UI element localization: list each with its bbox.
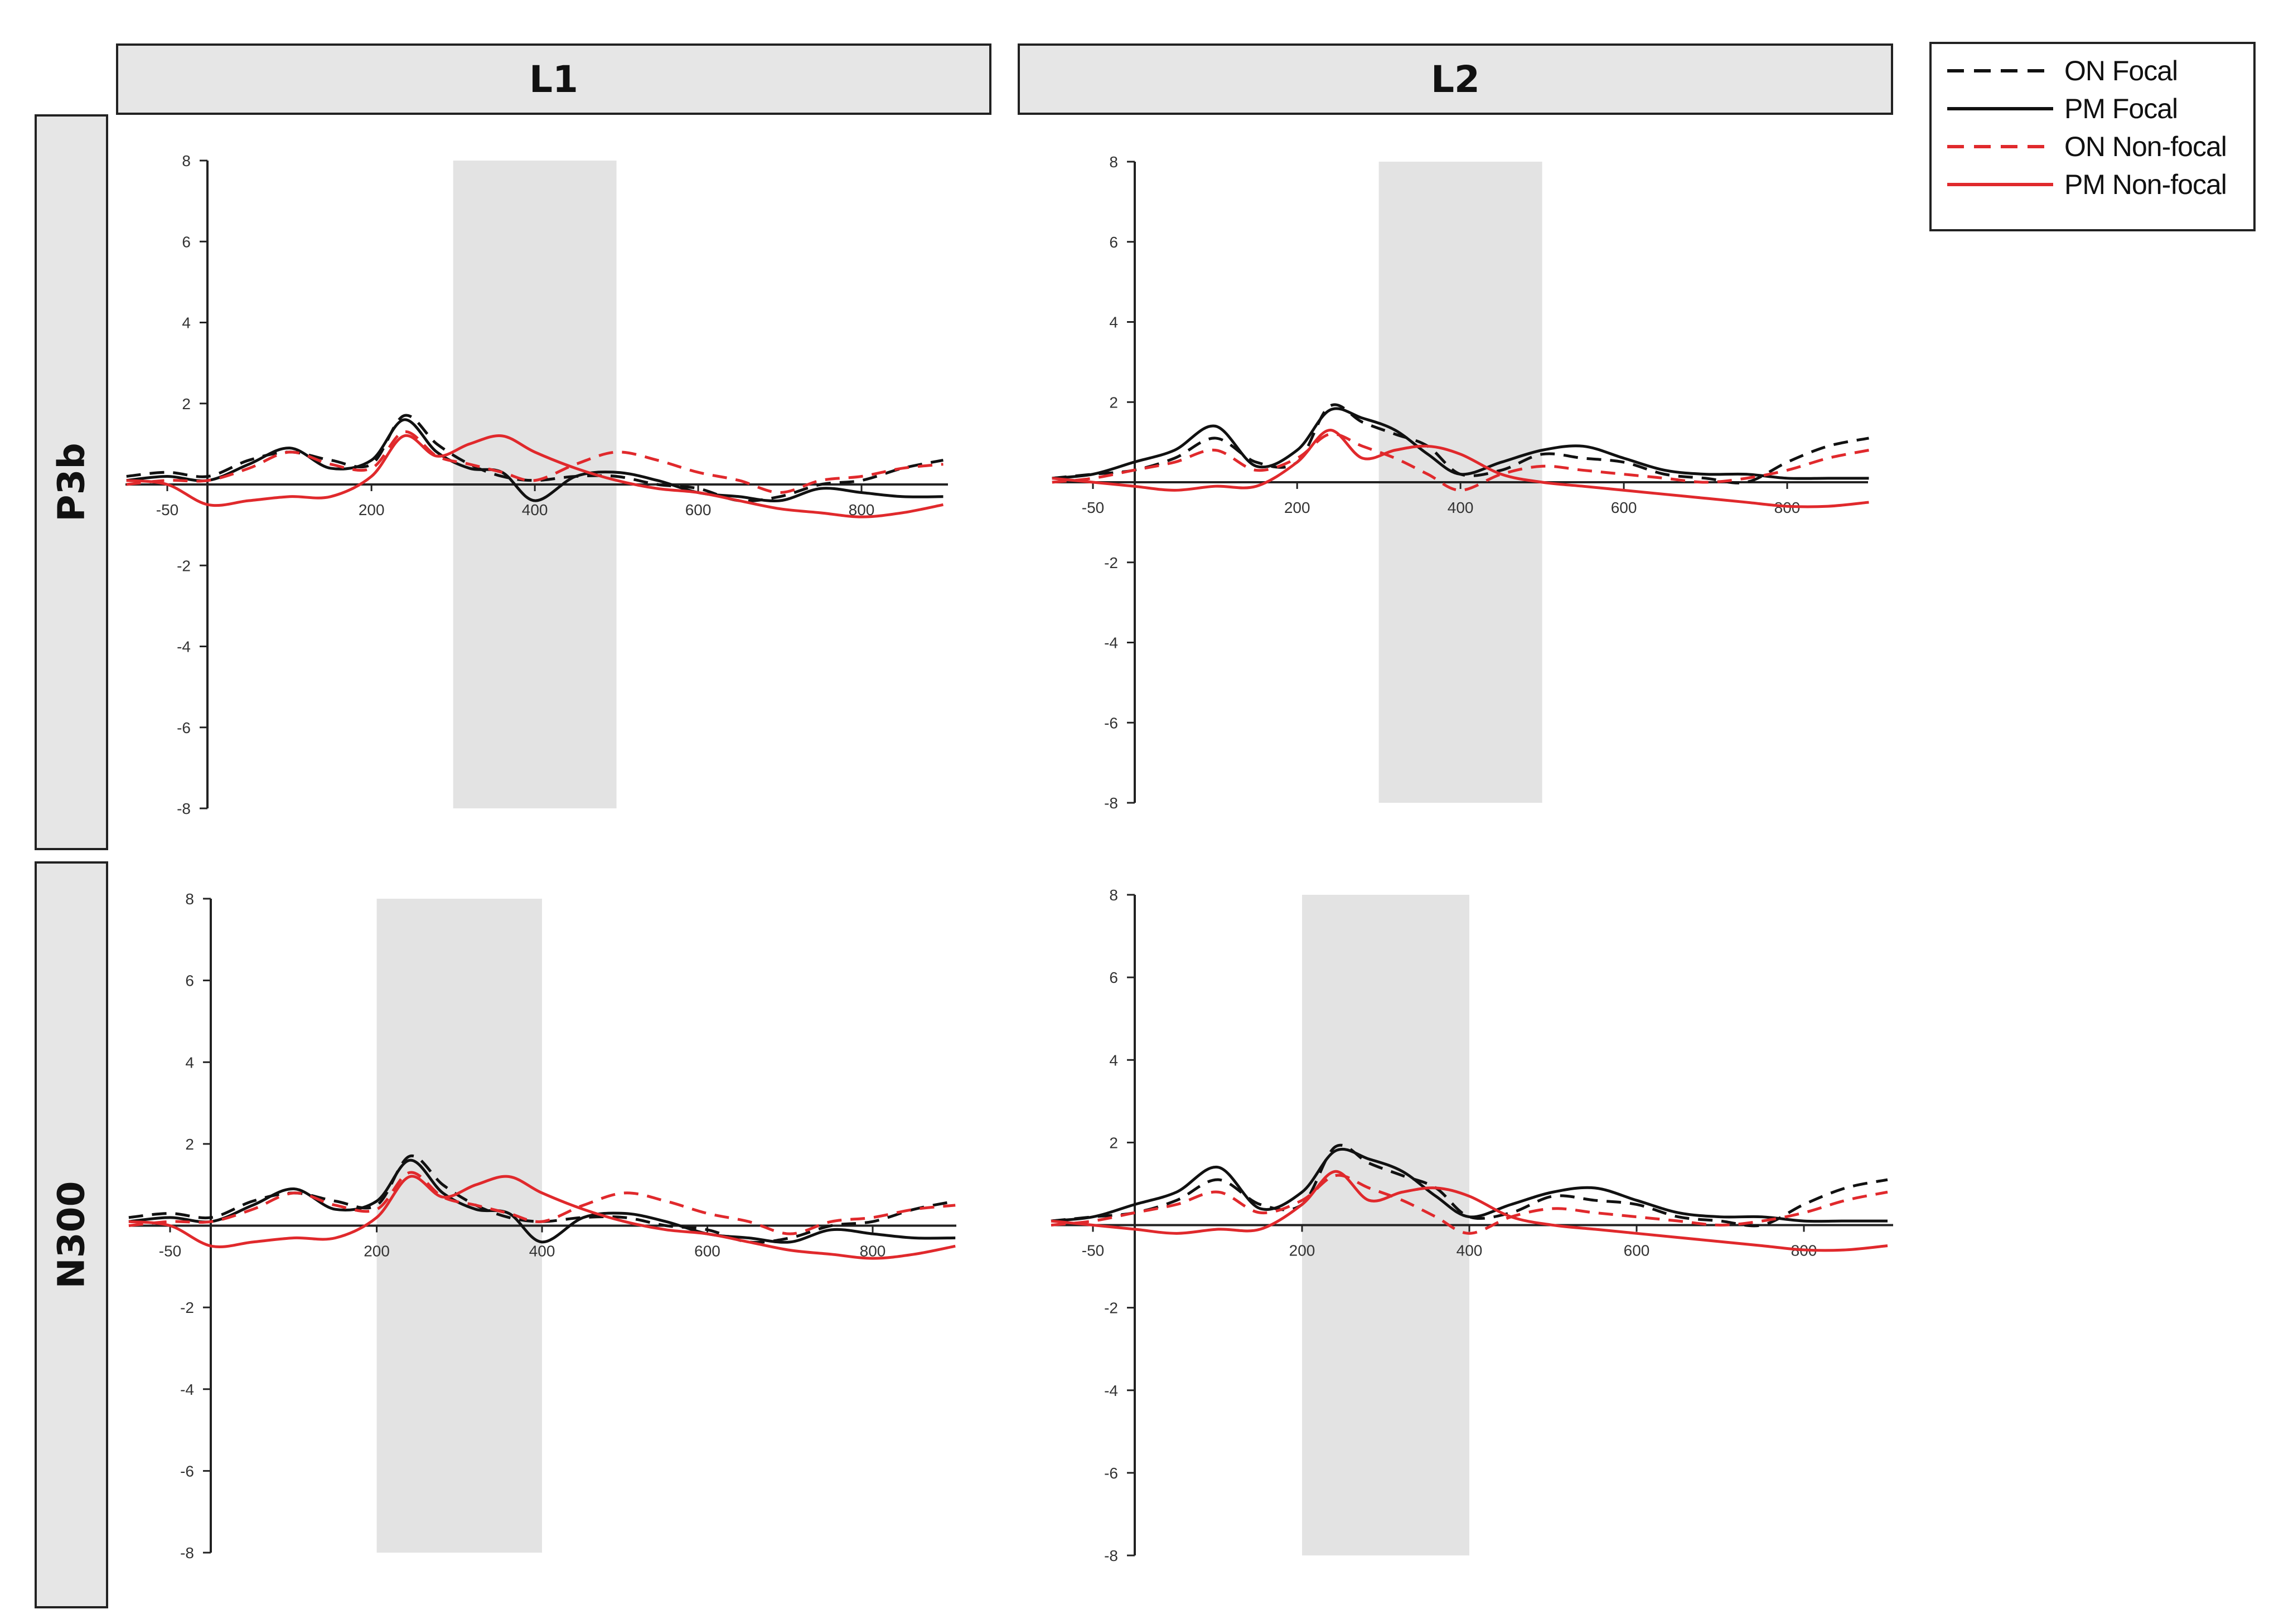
x-tick-label: -50 — [156, 501, 178, 518]
y-tick-label: 6 — [185, 972, 194, 990]
y-tick-label: 6 — [182, 233, 191, 250]
series-line-pm-focal — [128, 1158, 956, 1244]
y-tick-label: 2 — [1109, 1134, 1118, 1151]
y-tick-label: 2 — [1109, 394, 1118, 411]
y-tick-label: -4 — [1104, 1382, 1118, 1399]
legend-label: ON Focal — [2064, 55, 2178, 86]
y-tick-label: -4 — [1104, 634, 1118, 652]
legend-swatch — [1947, 145, 2053, 148]
y-tick-label: -6 — [177, 719, 191, 736]
legend-swatch — [1947, 183, 2053, 186]
y-tick-label: -8 — [180, 1544, 194, 1562]
x-tick-label: 600 — [1611, 499, 1637, 516]
y-tick-label: -8 — [1104, 1547, 1118, 1564]
series-line-on-focal — [1051, 1143, 1888, 1228]
series-line-on-non-focal — [1052, 432, 1869, 492]
series-line-pm-non-focal — [128, 1175, 956, 1260]
x-tick-label: 200 — [1284, 499, 1310, 516]
y-tick-label: -2 — [1104, 554, 1118, 571]
legend-swatch — [1947, 107, 2053, 110]
legend: ON Focal PM Focal ON Non-focal PM Non-fo… — [1929, 42, 2256, 231]
x-tick-label: 200 — [359, 501, 385, 518]
column-header-l2: L2 — [1018, 43, 1893, 115]
x-tick-label: 600 — [1624, 1242, 1650, 1259]
x-tick-label: 600 — [694, 1243, 720, 1260]
x-tick-label: 400 — [529, 1243, 555, 1260]
y-tick-label: 2 — [182, 395, 191, 413]
series-line-on-non-focal — [128, 1171, 956, 1235]
legend-item-on-focal: ON Focal — [1947, 54, 2178, 88]
x-tick-label: 200 — [364, 1243, 390, 1260]
column-header-label: L1 — [529, 57, 578, 101]
x-tick-label: 400 — [522, 501, 548, 518]
series-line-pm-non-focal — [1052, 429, 1869, 508]
x-tick-label: 400 — [1457, 1242, 1483, 1259]
legend-item-pm-focal: PM Focal — [1947, 92, 2178, 125]
legend-item-on-non-focal: ON Non-focal — [1947, 130, 2227, 163]
legend-label: PM Non-focal — [2064, 169, 2227, 200]
legend-label: PM Focal — [2064, 93, 2178, 124]
y-tick-label: -4 — [177, 638, 191, 656]
x-tick-label: -50 — [159, 1243, 181, 1260]
x-tick-label: 200 — [1289, 1242, 1315, 1259]
column-header-label: L2 — [1431, 57, 1480, 101]
legend-swatch — [1947, 69, 2053, 72]
x-tick-label: 400 — [1448, 499, 1474, 516]
legend-label: ON Non-focal — [2064, 131, 2227, 162]
y-tick-label: 8 — [1109, 886, 1118, 904]
row-header-n300: N300 — [35, 861, 108, 1608]
series-line-pm-focal — [126, 418, 943, 503]
y-tick-label: -6 — [180, 1462, 194, 1480]
y-tick-label: 4 — [185, 1054, 194, 1071]
row-header-p3b: P3b — [35, 114, 108, 850]
y-tick-label: -2 — [177, 557, 191, 574]
y-tick-label: 2 — [185, 1136, 194, 1153]
x-tick-label: -50 — [1082, 1242, 1104, 1259]
series-line-pm-focal — [1051, 1147, 1888, 1223]
y-tick-label: 4 — [182, 314, 191, 332]
y-tick-label: 6 — [1109, 234, 1118, 251]
y-tick-label: 8 — [1109, 153, 1118, 171]
x-tick-label: 600 — [685, 501, 712, 518]
y-tick-label: -8 — [177, 800, 191, 817]
y-tick-label: -6 — [1104, 1465, 1118, 1482]
series-line-on-non-focal — [126, 430, 943, 495]
y-tick-label: -4 — [180, 1381, 194, 1398]
y-tick-label: -2 — [180, 1299, 194, 1316]
x-tick-label: -50 — [1082, 499, 1104, 516]
y-tick-label: -2 — [1104, 1300, 1118, 1317]
series-line-on-non-focal — [1051, 1174, 1888, 1235]
series-line-pm-non-focal — [126, 434, 943, 518]
series-line-pm-non-focal — [1051, 1170, 1888, 1252]
y-tick-label: 4 — [1109, 314, 1118, 331]
y-tick-label: 8 — [182, 152, 191, 169]
y-tick-label: 4 — [1109, 1051, 1118, 1069]
y-tick-label: -8 — [1104, 794, 1118, 812]
y-tick-label: -6 — [1104, 714, 1118, 731]
y-tick-label: 6 — [1109, 969, 1118, 986]
y-tick-label: 8 — [185, 890, 194, 908]
legend-item-pm-non-focal: PM Non-focal — [1947, 168, 2227, 201]
series-line-pm-focal — [1052, 407, 1869, 480]
column-header-l1: L1 — [116, 43, 991, 115]
